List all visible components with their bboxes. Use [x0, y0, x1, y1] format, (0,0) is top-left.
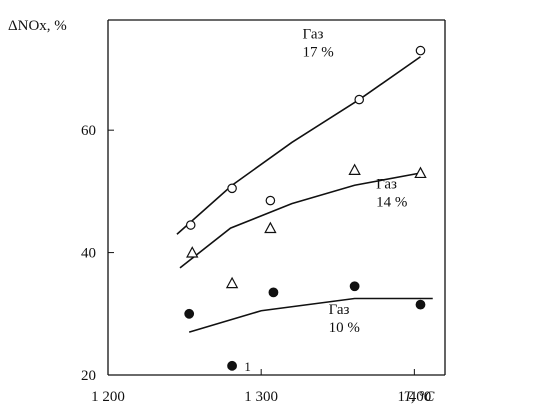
series-0-point-3: [354, 94, 365, 105]
series-1-trend-line: [179, 172, 421, 269]
y-tick-label-2: 60: [81, 123, 96, 139]
y-tick-label-0: 20: [81, 368, 96, 384]
x-tick-label-2: 1 400: [397, 389, 431, 405]
labels-layer: Газ 17 % Газ 14 % Газ 10 % 1: [244, 26, 407, 373]
x-tick-label-0: 1 200: [91, 389, 125, 405]
series-1-point-4: [414, 166, 427, 179]
series-0-point-4: [415, 45, 426, 56]
series-1-point-2: [264, 221, 277, 234]
series-0-point-0: [185, 220, 196, 230]
axes-layer: 1 200 1 300 1 400 20 40 60 ΔNOx, % T, °C: [8, 18, 446, 405]
series-1-point-0: [186, 246, 199, 258]
series-2-point-3: [349, 281, 360, 292]
series-0-label-line-0: Газ: [303, 26, 324, 42]
series-2-point-4: [415, 299, 426, 310]
y-tick-label-1: 40: [81, 246, 96, 262]
y-axis-label: ΔNOx, %: [8, 18, 67, 34]
series-1-point-1: [225, 276, 239, 289]
series-2-point-2: [268, 287, 279, 298]
series-2-label-line-1: 10 %: [329, 320, 360, 336]
series-1-label-line-1: 14 %: [376, 194, 407, 210]
series-2-label-line-0: Газ: [329, 302, 350, 318]
series-1-label-line-0: Газ: [376, 176, 397, 192]
series-layer: [176, 45, 433, 371]
series-2-trend-line: [188, 297, 433, 333]
x-axis-label: T, °C: [404, 389, 436, 405]
series-0-label-line-1: 17 %: [303, 44, 334, 60]
series-0-point-2: [265, 195, 276, 206]
series-1-point-3: [348, 163, 361, 175]
annotation-0: 1: [244, 359, 251, 374]
series-0-point-1: [227, 183, 237, 194]
x-tick-label-1: 1 300: [244, 389, 278, 405]
series-0-trend-line: [176, 56, 421, 235]
series-2-point-1: [227, 360, 237, 371]
series-2-point-0: [184, 308, 195, 319]
